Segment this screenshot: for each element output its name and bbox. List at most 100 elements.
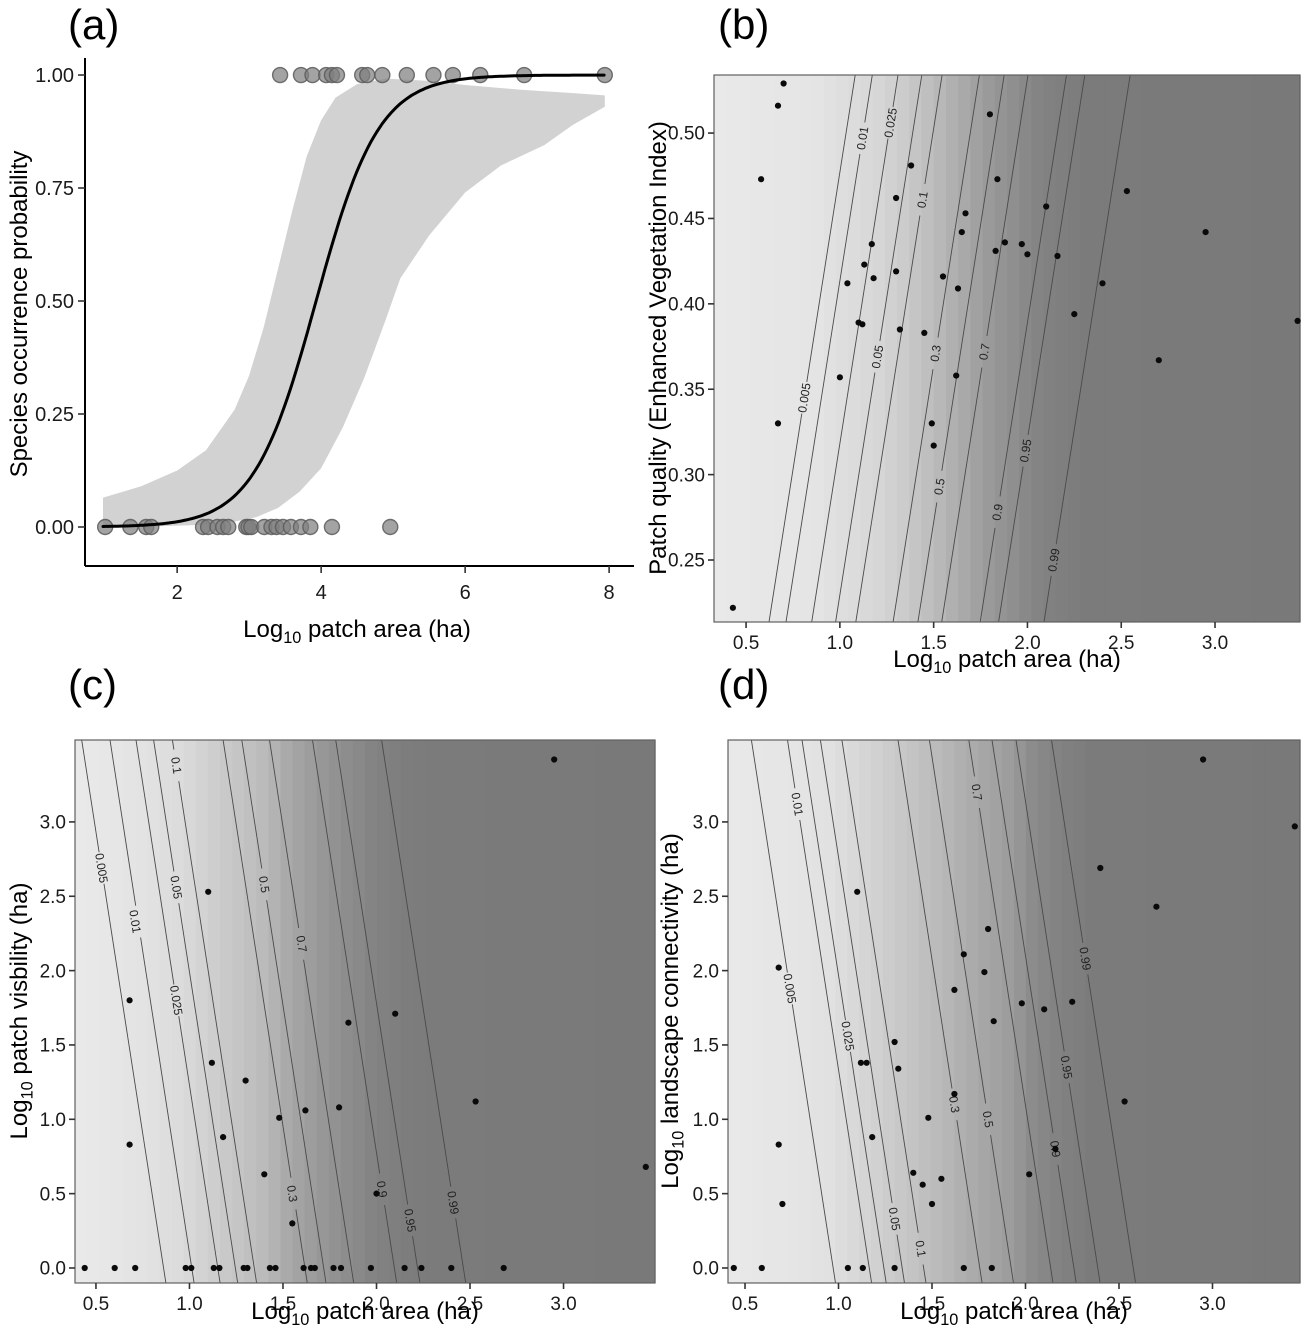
- data-point: [300, 1264, 307, 1272]
- data-point: [1071, 311, 1078, 318]
- contour-line: [998, 466, 1024, 623]
- data-point: [276, 1114, 283, 1121]
- shade-band: [582, 740, 596, 1283]
- contour-line: [928, 739, 987, 1104]
- shade-band: [485, 740, 499, 1283]
- x-title-text: Log: [243, 616, 284, 643]
- contour-line: [1057, 1164, 1077, 1284]
- data-point: [729, 604, 737, 611]
- data-point: [1069, 998, 1076, 1005]
- contour-line: [799, 819, 873, 1284]
- contour-line: [266, 900, 327, 1284]
- x-tick-label: 1.5: [920, 633, 946, 654]
- shade-band: [630, 740, 644, 1283]
- contour-line: [1043, 575, 1052, 623]
- x-tick-label: 3.0: [1202, 633, 1228, 654]
- data-point: [311, 1264, 318, 1272]
- x-tick-label: 2: [172, 582, 183, 604]
- x-tick-label: 1.5: [919, 1294, 945, 1315]
- contour-line: [917, 502, 938, 623]
- data-point: [854, 888, 861, 895]
- data-point: [472, 1098, 479, 1105]
- shade-band: [1190, 75, 1203, 622]
- contour-line: [312, 739, 381, 1174]
- y-tick-label: 0.5: [40, 1184, 66, 1205]
- data-point: [891, 1264, 898, 1272]
- data-point: [868, 241, 875, 248]
- contour-line: [1068, 1083, 1101, 1284]
- x-title-text: patch area (ha): [309, 1298, 479, 1325]
- shade-band: [1019, 75, 1033, 622]
- x-title-sub: 10: [933, 658, 952, 677]
- data-point: [928, 1200, 936, 1208]
- data-point: [272, 1264, 279, 1272]
- shade-band: [1104, 75, 1118, 622]
- shade-band: [750, 75, 764, 622]
- y-tick-label: 0.75: [35, 178, 74, 200]
- contour-line: [806, 74, 856, 383]
- x-tick-label: 0.5: [732, 1294, 758, 1315]
- contour-line: [855, 215, 921, 623]
- panel-d-y-axis-title: Log10 landscape connectivity (ha): [657, 833, 689, 1189]
- shade-band: [147, 740, 161, 1283]
- x-tick-label: 2.0: [1012, 1294, 1038, 1315]
- shade-band: [1165, 75, 1179, 622]
- y-tick-label: 0.50: [668, 124, 705, 145]
- shade-band: [1251, 75, 1264, 622]
- shade-band: [847, 740, 860, 1283]
- shade-band: [304, 740, 318, 1283]
- contour-line: [897, 739, 953, 1089]
- shade-band: [1168, 740, 1182, 1283]
- shade-band: [918, 740, 932, 1283]
- data-point: [304, 66, 321, 84]
- contour-line: [879, 74, 923, 342]
- data-point: [1155, 357, 1162, 364]
- contour-label: 0.025: [881, 107, 900, 139]
- contour-line: [986, 74, 1029, 336]
- x-title-sub: 10: [940, 1310, 959, 1329]
- contour-label: 0.99: [1076, 946, 1094, 972]
- data-point: [859, 1264, 866, 1272]
- shade-band: [1276, 740, 1289, 1283]
- data-point: [374, 66, 391, 84]
- x-tick-label: 0.5: [733, 633, 759, 654]
- axis-ticks: 0.5 1.0 1.5 2.0 2.5 3.0 0.0 0.5 1.0 1.5 2.0 2.5 3.0: [40, 813, 577, 1315]
- data-point: [925, 1114, 932, 1121]
- data-point: [928, 420, 935, 427]
- data-point: [896, 326, 904, 333]
- axis-ticks: 2 4 6 8 0.00 0.25 0.50 0.75 1.00: [35, 65, 615, 604]
- scatter-points: [81, 756, 649, 1272]
- contour-label: 0.7: [976, 342, 992, 361]
- data-point: [861, 261, 868, 268]
- shade-band: [1192, 740, 1206, 1283]
- contour-label: 0.5: [980, 1110, 996, 1129]
- data-point: [921, 329, 928, 336]
- shade-band: [882, 740, 896, 1283]
- y-title-text: patch visbility (ha): [5, 882, 33, 1082]
- contour-line: [941, 367, 983, 623]
- shade-band: [1097, 740, 1110, 1283]
- shade-band: [1061, 740, 1075, 1283]
- y-title-text: Log: [5, 1099, 33, 1140]
- data-point: [302, 1107, 309, 1114]
- shade-band: [1133, 740, 1146, 1283]
- shade-band: [823, 75, 837, 622]
- shade-band: [1288, 740, 1301, 1283]
- shade-band: [1085, 740, 1099, 1283]
- shade-band: [871, 740, 884, 1283]
- contour-line: [892, 74, 899, 108]
- data-point: [1291, 823, 1298, 830]
- y-title-text: Species occurrence probability: [5, 150, 33, 478]
- data-point: [930, 442, 937, 449]
- shade-band: [966, 740, 979, 1283]
- shade-band: [1153, 75, 1167, 622]
- shade-band: [642, 740, 656, 1283]
- data-point: [81, 1264, 88, 1272]
- data-point: [870, 275, 877, 282]
- y-tick-label: 1.5: [40, 1036, 66, 1057]
- shade-band: [111, 740, 124, 1283]
- data-point: [1026, 1171, 1033, 1178]
- panel-c-y-axis-title: Log10 patch visbility (ha): [6, 883, 38, 1140]
- shade-band: [1116, 75, 1130, 622]
